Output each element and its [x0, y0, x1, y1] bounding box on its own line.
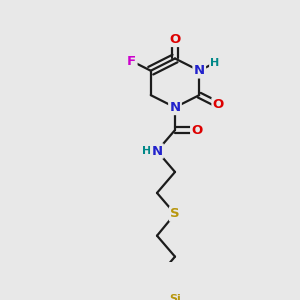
- Text: O: O: [169, 33, 181, 46]
- Text: N: N: [169, 101, 181, 114]
- Text: O: O: [191, 124, 203, 136]
- Text: H: H: [210, 58, 220, 68]
- Text: O: O: [213, 98, 224, 111]
- Text: H: H: [142, 146, 152, 156]
- Text: N: N: [194, 64, 205, 77]
- Text: S: S: [170, 207, 180, 220]
- Text: F: F: [127, 55, 136, 68]
- Text: N: N: [152, 145, 163, 158]
- Text: Si: Si: [169, 294, 181, 300]
